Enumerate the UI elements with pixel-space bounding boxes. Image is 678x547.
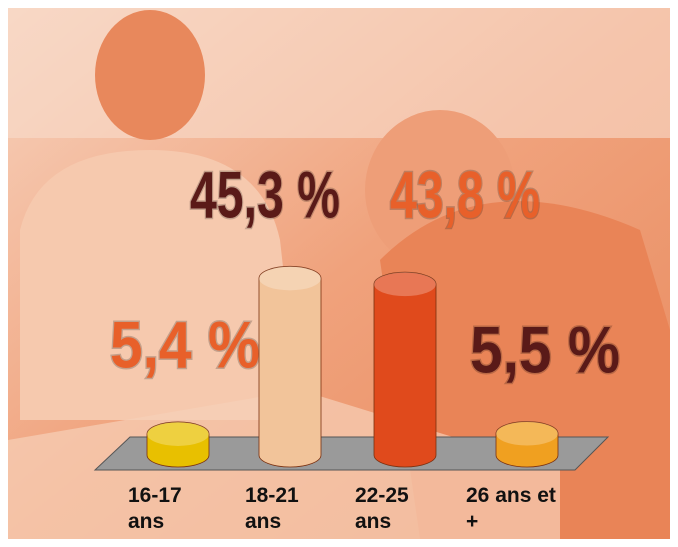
x-tick-label: 18-21 ans bbox=[245, 483, 335, 535]
bar bbox=[374, 272, 436, 467]
bar-top bbox=[374, 272, 436, 296]
bar bbox=[259, 266, 321, 467]
x-tick-label: 16-17 ans bbox=[128, 483, 218, 535]
person-head bbox=[95, 10, 205, 140]
value-label: 45,3 % bbox=[190, 157, 340, 231]
value-label: 43,8 % bbox=[390, 157, 540, 231]
bar-top bbox=[147, 422, 209, 446]
bar-top bbox=[259, 266, 321, 290]
x-tick-label: 26 ans et + bbox=[466, 483, 556, 535]
chart: 5,4 % 45,3 % 43,8 % 5,5 % bbox=[0, 0, 678, 547]
page: 5,4 % 45,3 % 43,8 % 5,5 % 16-17 ans 18-21 an… bbox=[0, 0, 678, 547]
value-label: 5,4 % bbox=[110, 307, 260, 381]
bar-top bbox=[496, 422, 558, 446]
value-label: 5,5 % bbox=[470, 312, 620, 386]
x-tick-label: 22-25 ans bbox=[355, 483, 445, 535]
